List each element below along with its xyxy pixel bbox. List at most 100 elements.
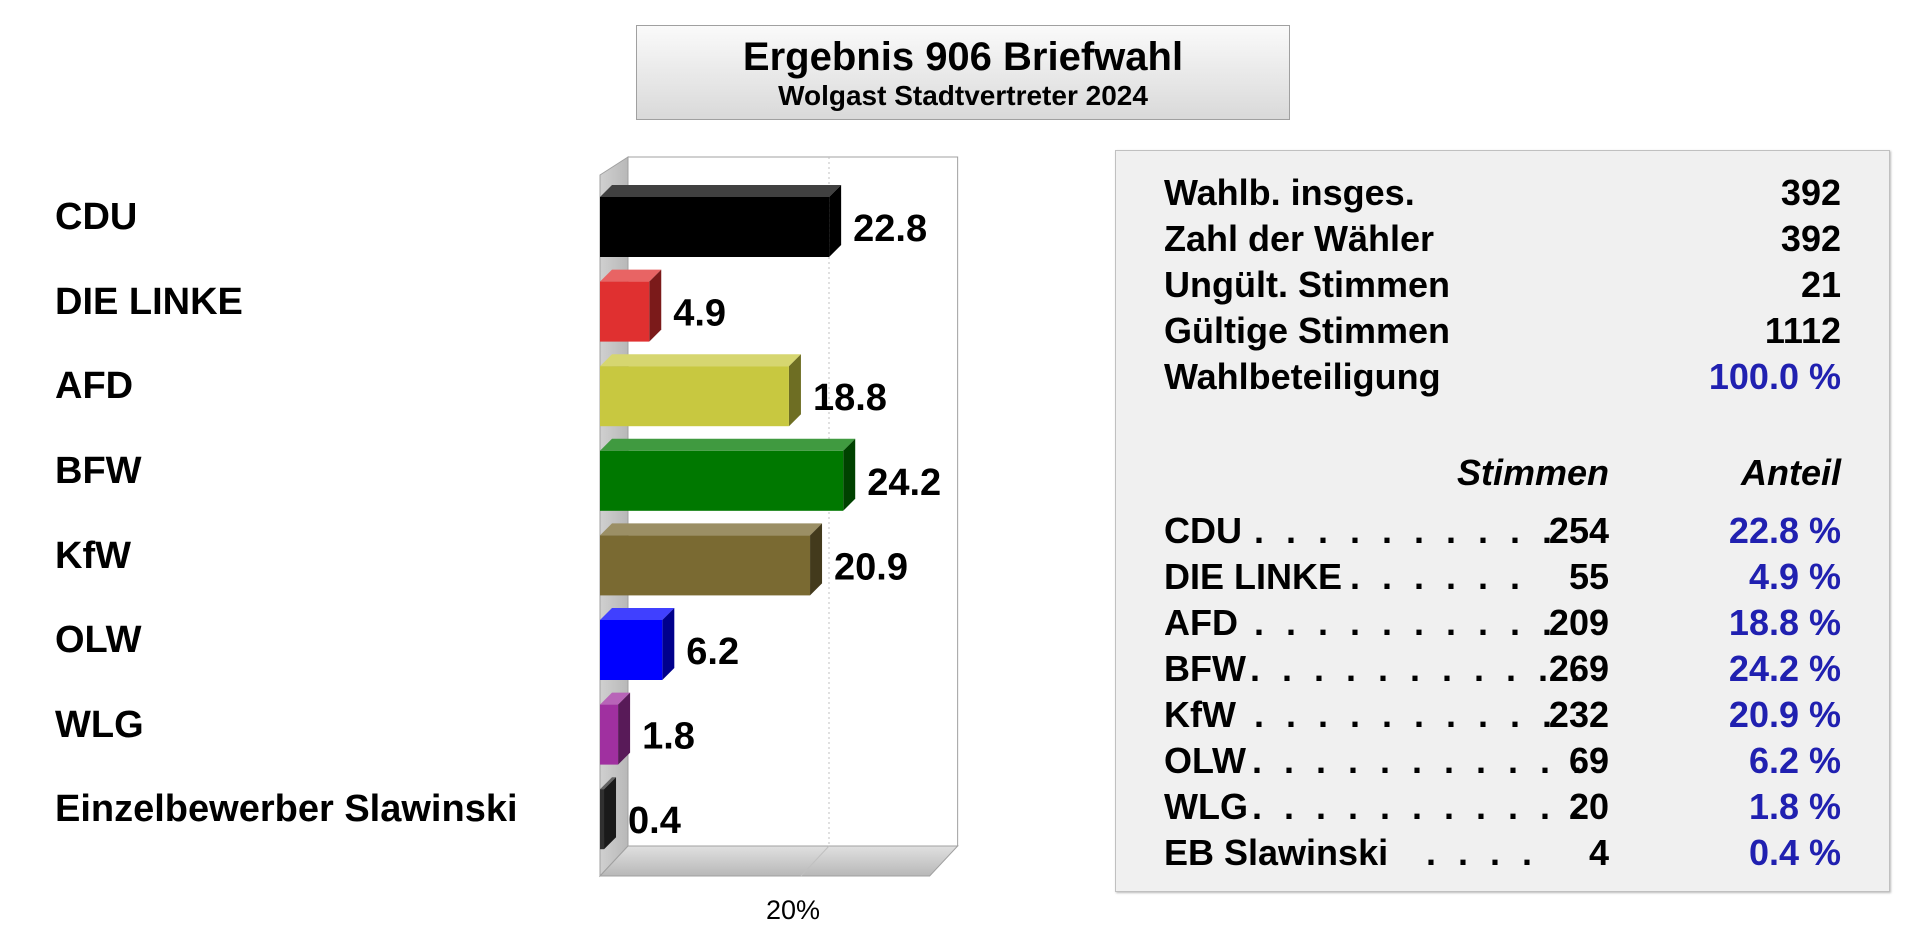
leader-dots: . . . . . .: [1350, 556, 1527, 597]
party-row: BFW . . . . . . . . . . . 269 24.2 %: [1164, 647, 1841, 691]
bar-top: [600, 523, 823, 536]
column-header-votes: Stimmen: [1456, 452, 1609, 493]
bar: [600, 777, 617, 850]
leader-dots: . . . . . . . . . .: [1254, 510, 1559, 551]
bar-value-label: 20.9: [834, 546, 908, 588]
leader-dots: . . . . . . . . . . .: [1252, 786, 1589, 827]
party-votes: 69: [1568, 740, 1609, 781]
value-labels: 22.8 4.9 18.8 24.2 20.9 6.2 1.8 0.4: [628, 208, 941, 842]
stat-label: Ungült. Stimmen: [1164, 264, 1450, 305]
bar: [600, 185, 842, 257]
leader-dots: . . . . . . . . . .: [1254, 694, 1559, 735]
bar: [600, 354, 801, 427]
party-share: 0.4 %: [1748, 832, 1841, 873]
category-label: Einzelbewerber Slawinski: [55, 788, 518, 830]
party-share: 18.8 %: [1728, 602, 1841, 643]
category-label: KfW: [55, 535, 131, 577]
chart-frame: [598, 156, 959, 878]
bar-top: [600, 269, 662, 282]
stat-value: 100.0 %: [1708, 356, 1841, 397]
stat-label: Wahlb. insges.: [1164, 172, 1415, 213]
bar-side: [810, 523, 823, 596]
party-share: 20.9 %: [1728, 694, 1841, 735]
plot-left-wall: [599, 156, 629, 878]
plot-floor: [598, 845, 959, 877]
party-name: KfW: [1164, 694, 1236, 735]
bar-front: [600, 366, 789, 427]
party-votes: 55: [1568, 556, 1609, 597]
party-share: 22.8 %: [1728, 510, 1841, 551]
leader-dots: . . . . . . . . . . .: [1250, 648, 1587, 689]
category-label: WLG: [55, 704, 144, 746]
bar-front: [600, 197, 830, 257]
party-name: OLW: [1164, 740, 1246, 781]
bar-value-label: 0.4: [628, 800, 681, 842]
axis-ticks: 20%: [766, 895, 820, 925]
chart-subtitle: Wolgast Stadtvertreter 2024: [778, 80, 1148, 111]
bar: [600, 269, 662, 342]
bar-value-label: 4.9: [673, 293, 726, 335]
bar: [600, 523, 823, 596]
party-share: 1.8 %: [1748, 786, 1841, 827]
party-votes: 20: [1568, 786, 1609, 827]
bars: [600, 185, 856, 850]
bar-value-label: 1.8: [642, 716, 695, 758]
stat-row: Ungült. Stimmen 21: [1164, 263, 1841, 307]
stat-row: Zahl der Wähler 392: [1164, 217, 1841, 261]
bar-front: [600, 535, 811, 596]
party-row: CDU . . . . . . . . . . 254 22.8 %: [1164, 509, 1841, 553]
party-votes: 269: [1548, 648, 1609, 689]
stat-row: Wahlb. insges. 392: [1164, 171, 1841, 215]
party-name: AFD: [1164, 602, 1238, 643]
stat-label: Gültige Stimmen: [1164, 310, 1451, 351]
party-votes: 254: [1548, 510, 1609, 551]
category-label: CDU: [55, 196, 138, 238]
bar-top: [600, 608, 675, 620]
party-row: OLW . . . . . . . . . . . 69 6.2 %: [1164, 739, 1841, 783]
stat-label: Wahlbeteiligung: [1164, 356, 1441, 397]
bar-front: [600, 789, 605, 850]
bar-top: [600, 185, 842, 197]
party-name: EB Slawinski: [1164, 832, 1389, 873]
bar-value-label: 6.2: [686, 631, 739, 673]
bar-side: [649, 269, 662, 342]
leader-dots: . . . .: [1426, 832, 1539, 873]
party-row: DIE LINKE . . . . . . 55 4.9 %: [1164, 555, 1841, 599]
bar-value-label: 18.8: [813, 377, 887, 419]
party-share: 24.2 %: [1728, 648, 1841, 689]
bar-side: [604, 777, 617, 850]
gridline-floor: [800, 845, 830, 877]
leader-dots: . . . . . . . . . .: [1254, 602, 1559, 643]
chart-title-box: Ergebnis 906 Briefwahl Wolgast Stadtvert…: [636, 25, 1290, 120]
party-row: AFD . . . . . . . . . . 209 18.8 %: [1164, 601, 1841, 645]
chart-title: Ergebnis 906 Briefwahl: [742, 35, 1184, 79]
bar: [600, 608, 675, 680]
bar-value-label: 22.8: [853, 208, 927, 250]
party-name: CDU: [1164, 510, 1242, 551]
stat-value: 21: [1800, 264, 1841, 305]
bar-top: [600, 354, 801, 367]
bar-side: [662, 608, 675, 680]
column-header-share: Anteil: [1740, 452, 1841, 493]
bar-top: [600, 777, 617, 790]
bar-side: [843, 438, 856, 511]
category-label: AFD: [55, 365, 134, 407]
category-label: DIE LINKE: [55, 281, 243, 323]
bar: [600, 692, 631, 765]
stat-row: Wahlbeteiligung 100.0 %: [1164, 355, 1841, 399]
party-votes: 4: [1588, 832, 1609, 873]
party-votes: 232: [1548, 694, 1609, 735]
bar-top: [600, 438, 856, 451]
bar-value-label: 24.2: [867, 462, 941, 504]
stat-value: 392: [1780, 218, 1841, 259]
x-tick-label: 20%: [766, 895, 820, 925]
party-row: KfW . . . . . . . . . . 232 20.9 %: [1164, 693, 1841, 737]
leader-dots: . . . . . . . . . . .: [1252, 740, 1589, 781]
stat-value: 1112: [1764, 310, 1841, 351]
stat-label: Zahl der Wähler: [1164, 218, 1435, 259]
stat-row: Gültige Stimmen 1112: [1164, 309, 1841, 353]
stat-value: 392: [1780, 172, 1841, 213]
bar: [600, 438, 856, 511]
bar-side: [788, 354, 801, 427]
